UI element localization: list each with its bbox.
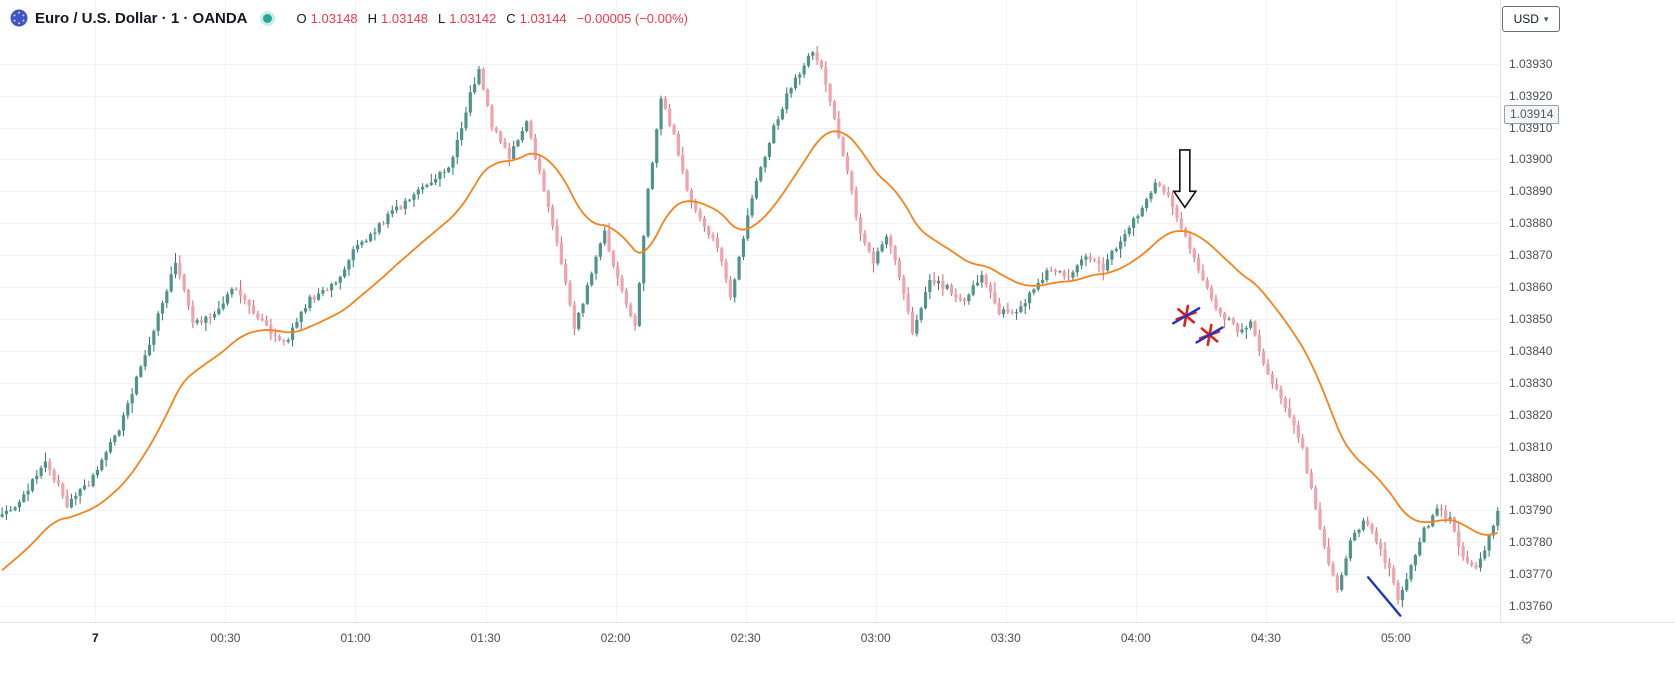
time-tick-label: 04:00 [1120, 631, 1151, 645]
change-value: −0.00005 (−0.00%) [576, 10, 688, 26]
candlestick-chart[interactable] [0, 0, 1500, 622]
price-tick-label: 1.03870 [1509, 248, 1553, 263]
time-tick-label: 00:30 [210, 631, 241, 645]
time-tick-label: 04:30 [1250, 631, 1281, 645]
time-tick-label: 01:30 [470, 631, 501, 645]
high-label: H [367, 10, 378, 26]
close-label: C [506, 10, 516, 26]
grid [0, 0, 1500, 622]
asterisk-annotation-1[interactable] [1171, 304, 1201, 327]
time-tick-label: 05:00 [1380, 631, 1411, 645]
time-tick-label: 03:30 [990, 631, 1021, 645]
candles-series [0, 45, 1500, 608]
blue-slash-annotation[interactable] [1171, 307, 1201, 325]
chart-legend: Euro / U.S. Dollar · 1 · OANDA O 1.03148 … [10, 9, 688, 27]
price-tick-label: 1.03810 [1509, 439, 1553, 454]
time-tick-label: 02:30 [730, 631, 761, 645]
settings-gear-icon[interactable]: ⚙ [1520, 631, 1534, 648]
chart-pane[interactable] [0, 0, 1500, 622]
open-label: O [296, 10, 307, 26]
price-tick-label: 1.03930 [1509, 56, 1553, 71]
high-value: 1.03148 [381, 10, 429, 26]
time-tick-label: 03:00 [860, 631, 891, 645]
drawing-annotations[interactable] [1171, 149, 1402, 617]
price-axis[interactable]: 1.03930 1.03920 1.03910 1.03900 1.03890 1.038… [1500, 0, 1675, 622]
currency-label: USD [1513, 12, 1539, 26]
price-tick-label: 1.03850 [1509, 311, 1553, 326]
time-tick-label: 7 [92, 631, 99, 645]
asterisk-annotation-2[interactable] [1195, 323, 1224, 347]
price-tick-label: 1.03790 [1509, 503, 1553, 518]
currency-dropdown[interactable]: USD ▾ [1502, 6, 1560, 32]
blue-line-annotation[interactable] [1367, 576, 1402, 617]
price-tick-label: 1.03780 [1509, 535, 1553, 550]
symbol-logo-icon [10, 9, 28, 27]
price-tick-label: 1.03830 [1509, 375, 1553, 390]
chevron-down-icon: ▾ [1543, 13, 1549, 24]
low-label: L [438, 10, 446, 26]
price-tick-label: 1.03800 [1509, 471, 1553, 486]
low-value: 1.03142 [449, 10, 497, 26]
price-tick-label: 1.03910 [1509, 120, 1553, 135]
price-tick-label: 1.03820 [1509, 407, 1553, 422]
time-tick-label: 01:00 [340, 631, 371, 645]
price-tick-label: 1.03860 [1509, 280, 1553, 295]
ohlc-values: O 1.03148 H 1.03148 L 1.03142 C 1.03144 −0.0… [291, 11, 688, 26]
price-tick-label: 1.03760 [1509, 599, 1553, 614]
close-value: 1.03144 [519, 10, 567, 26]
price-tick-label: 1.03900 [1509, 152, 1553, 167]
blue-slash-annotation[interactable] [1195, 326, 1224, 344]
moving-average-line[interactable] [1, 130, 1499, 571]
open-value: 1.03148 [310, 10, 358, 26]
down-arrow-annotation[interactable] [1172, 149, 1198, 209]
symbol-title[interactable]: Euro / U.S. Dollar · 1 · OANDA [35, 9, 248, 27]
time-tick-label: 02:00 [600, 631, 631, 645]
price-tick-label: 1.03890 [1509, 184, 1553, 199]
current-price-label: 1.03914 [1504, 104, 1560, 124]
market-status-icon[interactable] [262, 13, 272, 23]
time-axis[interactable]: ⚙ 7 00:30 01:00 01:30 02:00 02:30 03:00 03:30 04… [0, 622, 1675, 694]
price-tick-label: 1.03920 [1509, 88, 1553, 103]
price-tick-label: 1.03840 [1509, 343, 1553, 358]
price-tick-label: 1.03880 [1509, 216, 1553, 231]
price-tick-label: 1.03770 [1509, 567, 1553, 582]
